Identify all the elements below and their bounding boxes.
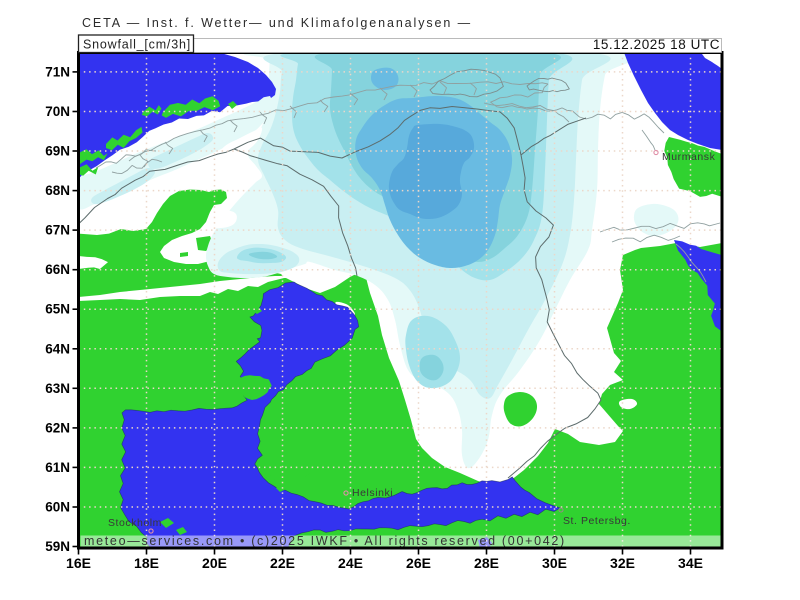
svg-text:Stockholm: Stockholm xyxy=(108,517,162,529)
svg-text:Snowfall_[cm/3h]: Snowfall_[cm/3h] xyxy=(83,38,191,52)
svg-text:meteo—services.com • (c)2025 I: meteo—services.com • (c)2025 IWKF • All … xyxy=(84,534,566,548)
svg-text:64N: 64N xyxy=(45,341,70,356)
svg-text:26E: 26E xyxy=(406,555,431,571)
svg-text:68N: 68N xyxy=(45,183,70,198)
svg-text:20E: 20E xyxy=(202,555,227,571)
svg-text:Helsinki: Helsinki xyxy=(352,487,393,499)
svg-text:30E: 30E xyxy=(542,555,567,571)
svg-text:71N: 71N xyxy=(45,64,70,79)
svg-text:67N: 67N xyxy=(45,223,70,238)
svg-text:22E: 22E xyxy=(270,555,295,571)
svg-text:CETA — Inst. f. Wetter— und Kl: CETA — Inst. f. Wetter— und Klimafolgena… xyxy=(82,16,472,30)
svg-text:70N: 70N xyxy=(45,104,70,119)
svg-text:65N: 65N xyxy=(45,302,70,317)
svg-text:St. Petersbg.: St. Petersbg. xyxy=(563,515,631,527)
svg-text:61N: 61N xyxy=(45,460,70,475)
svg-text:32E: 32E xyxy=(610,555,635,571)
svg-text:62N: 62N xyxy=(45,420,70,435)
svg-text:63N: 63N xyxy=(45,381,70,396)
svg-text:28E: 28E xyxy=(474,555,499,571)
svg-text:16E: 16E xyxy=(66,555,91,571)
svg-text:18E: 18E xyxy=(134,555,159,571)
svg-text:69N: 69N xyxy=(45,144,70,159)
svg-text:34E: 34E xyxy=(678,555,703,571)
svg-text:Murmansk: Murmansk xyxy=(662,151,716,163)
svg-text:66N: 66N xyxy=(45,262,70,277)
svg-text:60N: 60N xyxy=(45,500,70,515)
svg-text:24E: 24E xyxy=(338,555,363,571)
svg-text:15.12.2025 18 UTC: 15.12.2025 18 UTC xyxy=(593,37,720,52)
svg-text:59N: 59N xyxy=(45,539,70,554)
